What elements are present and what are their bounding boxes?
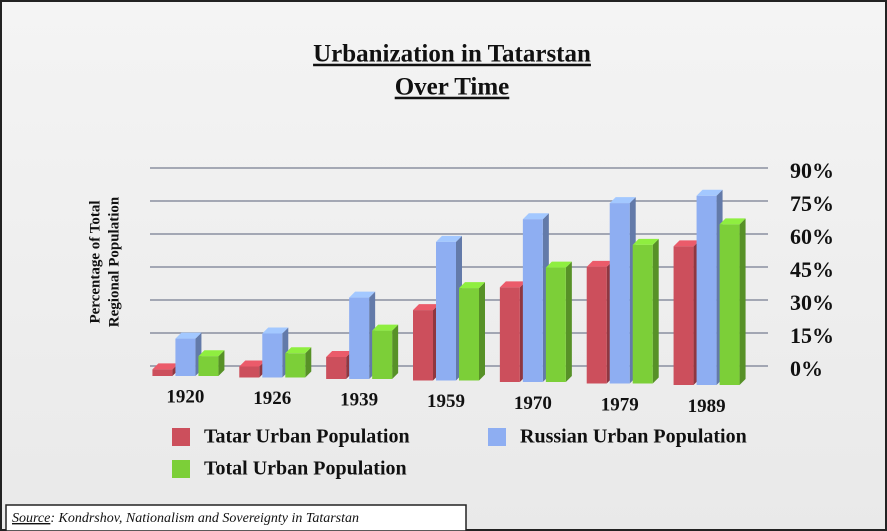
legend-label: Tatar Urban Population bbox=[204, 426, 410, 448]
source-text: : Kondrshov, Nationalism and Sovereignty… bbox=[50, 511, 359, 526]
y-tick-label: 15% bbox=[790, 323, 834, 348]
bar-top bbox=[436, 235, 462, 242]
y-axis-label: Regional Population bbox=[106, 196, 122, 327]
source-box bbox=[5, 504, 467, 531]
bar bbox=[413, 310, 433, 381]
bar bbox=[609, 203, 630, 384]
bar-top bbox=[372, 324, 399, 331]
bar bbox=[372, 330, 393, 379]
bar-top bbox=[349, 291, 376, 298]
bar-top bbox=[413, 304, 439, 311]
bar-top bbox=[326, 351, 353, 357]
chart-title: Urbanization in Tatarstan bbox=[313, 41, 591, 68]
bar-top bbox=[459, 282, 485, 289]
bar-side bbox=[479, 282, 485, 381]
x-tick-label: 1926 bbox=[253, 388, 291, 409]
bar bbox=[719, 224, 740, 385]
bar bbox=[499, 287, 520, 382]
y-tick-label: 45% bbox=[790, 257, 834, 282]
y-tick-label: 60% bbox=[790, 224, 834, 249]
x-tick-label: 1989 bbox=[688, 396, 726, 417]
bar-top bbox=[609, 197, 636, 204]
bar-top bbox=[632, 238, 659, 245]
bar-top bbox=[499, 281, 526, 288]
bar-top bbox=[586, 260, 613, 267]
legend-swatch bbox=[172, 428, 190, 446]
bar bbox=[326, 357, 347, 379]
bar bbox=[545, 267, 566, 382]
legend-label: Russian Urban Population bbox=[520, 426, 747, 448]
x-tick-label: 1920 bbox=[166, 386, 204, 407]
y-axis-label: Percentage of Total bbox=[87, 200, 103, 323]
bar bbox=[522, 219, 543, 382]
bar bbox=[696, 195, 717, 385]
bar-side bbox=[218, 350, 225, 376]
bar-top bbox=[175, 332, 202, 339]
y-tick-label: 75% bbox=[790, 191, 834, 216]
x-tick-label: 1970 bbox=[514, 393, 552, 414]
source: Source: Kondrshov, Nationalism and Sover… bbox=[12, 511, 359, 526]
bar-top bbox=[545, 261, 572, 268]
bar-side bbox=[652, 238, 659, 384]
bar bbox=[152, 369, 173, 376]
bar-side bbox=[739, 218, 746, 385]
bar-top bbox=[522, 213, 549, 220]
bar bbox=[673, 246, 694, 385]
bar-top bbox=[696, 189, 723, 196]
bar bbox=[436, 241, 456, 381]
bar-top bbox=[719, 218, 746, 225]
bar bbox=[285, 353, 306, 378]
bar bbox=[175, 338, 196, 376]
bar bbox=[198, 356, 219, 376]
bar bbox=[349, 297, 370, 379]
bar-top bbox=[198, 350, 225, 357]
bar bbox=[262, 333, 283, 378]
bar-top bbox=[262, 327, 289, 334]
bar bbox=[632, 244, 653, 384]
legend-swatch bbox=[172, 460, 190, 478]
bar-side bbox=[392, 324, 399, 379]
bar-side bbox=[565, 261, 572, 382]
x-tick-label: 1939 bbox=[340, 390, 378, 411]
y-tick-label: 90% bbox=[790, 158, 834, 183]
bar bbox=[586, 266, 607, 384]
bar-top bbox=[673, 240, 700, 247]
source-label: Source bbox=[12, 511, 50, 526]
bar-top bbox=[285, 347, 312, 354]
y-tick-label: 30% bbox=[790, 290, 834, 315]
legend-label: Total Urban Population bbox=[204, 458, 407, 480]
y-tick-label: 0% bbox=[790, 356, 823, 381]
x-tick-label: 1979 bbox=[601, 394, 639, 415]
bar-top bbox=[152, 363, 179, 370]
chart-title: Over Time bbox=[395, 74, 510, 101]
bar bbox=[459, 288, 479, 381]
bar-top bbox=[239, 360, 266, 367]
x-tick-label: 1959 bbox=[427, 391, 465, 412]
bar-side bbox=[305, 347, 312, 378]
legend-swatch bbox=[488, 428, 506, 446]
bar bbox=[239, 366, 260, 378]
